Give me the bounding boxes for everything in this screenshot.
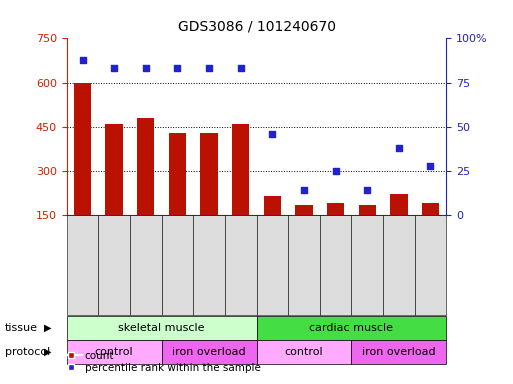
Bar [264,196,281,259]
Text: skeletal muscle: skeletal muscle [119,323,205,333]
Point [331,168,340,174]
Text: GDS3086 / 101240670: GDS3086 / 101240670 [177,19,336,33]
Point [205,65,213,71]
Bar [422,203,439,259]
Bar [201,132,218,259]
Legend: count, percentile rank within the sample: count, percentile rank within the sample [56,346,265,377]
Text: ▶: ▶ [44,323,51,333]
Point [173,65,182,71]
Bar [169,132,186,259]
Bar [137,118,154,259]
Point [78,56,87,63]
Bar [327,203,344,259]
Text: control: control [285,347,323,357]
Point [426,162,435,169]
Point [110,65,118,71]
Point [142,65,150,71]
Bar [390,194,407,259]
Bar [74,83,91,259]
Bar [232,124,249,259]
Text: protocol: protocol [5,347,50,357]
Text: control: control [95,347,133,357]
Point [363,187,371,194]
Text: iron overload: iron overload [172,347,246,357]
Text: cardiac muscle: cardiac muscle [309,323,393,333]
Point [268,131,277,137]
Bar [106,124,123,259]
Text: ▶: ▶ [44,347,51,357]
Point [394,145,403,151]
Text: tissue: tissue [5,323,38,333]
Bar [359,205,376,259]
Point [300,187,308,194]
Point [236,65,245,71]
Text: iron overload: iron overload [362,347,436,357]
Bar [295,205,312,259]
